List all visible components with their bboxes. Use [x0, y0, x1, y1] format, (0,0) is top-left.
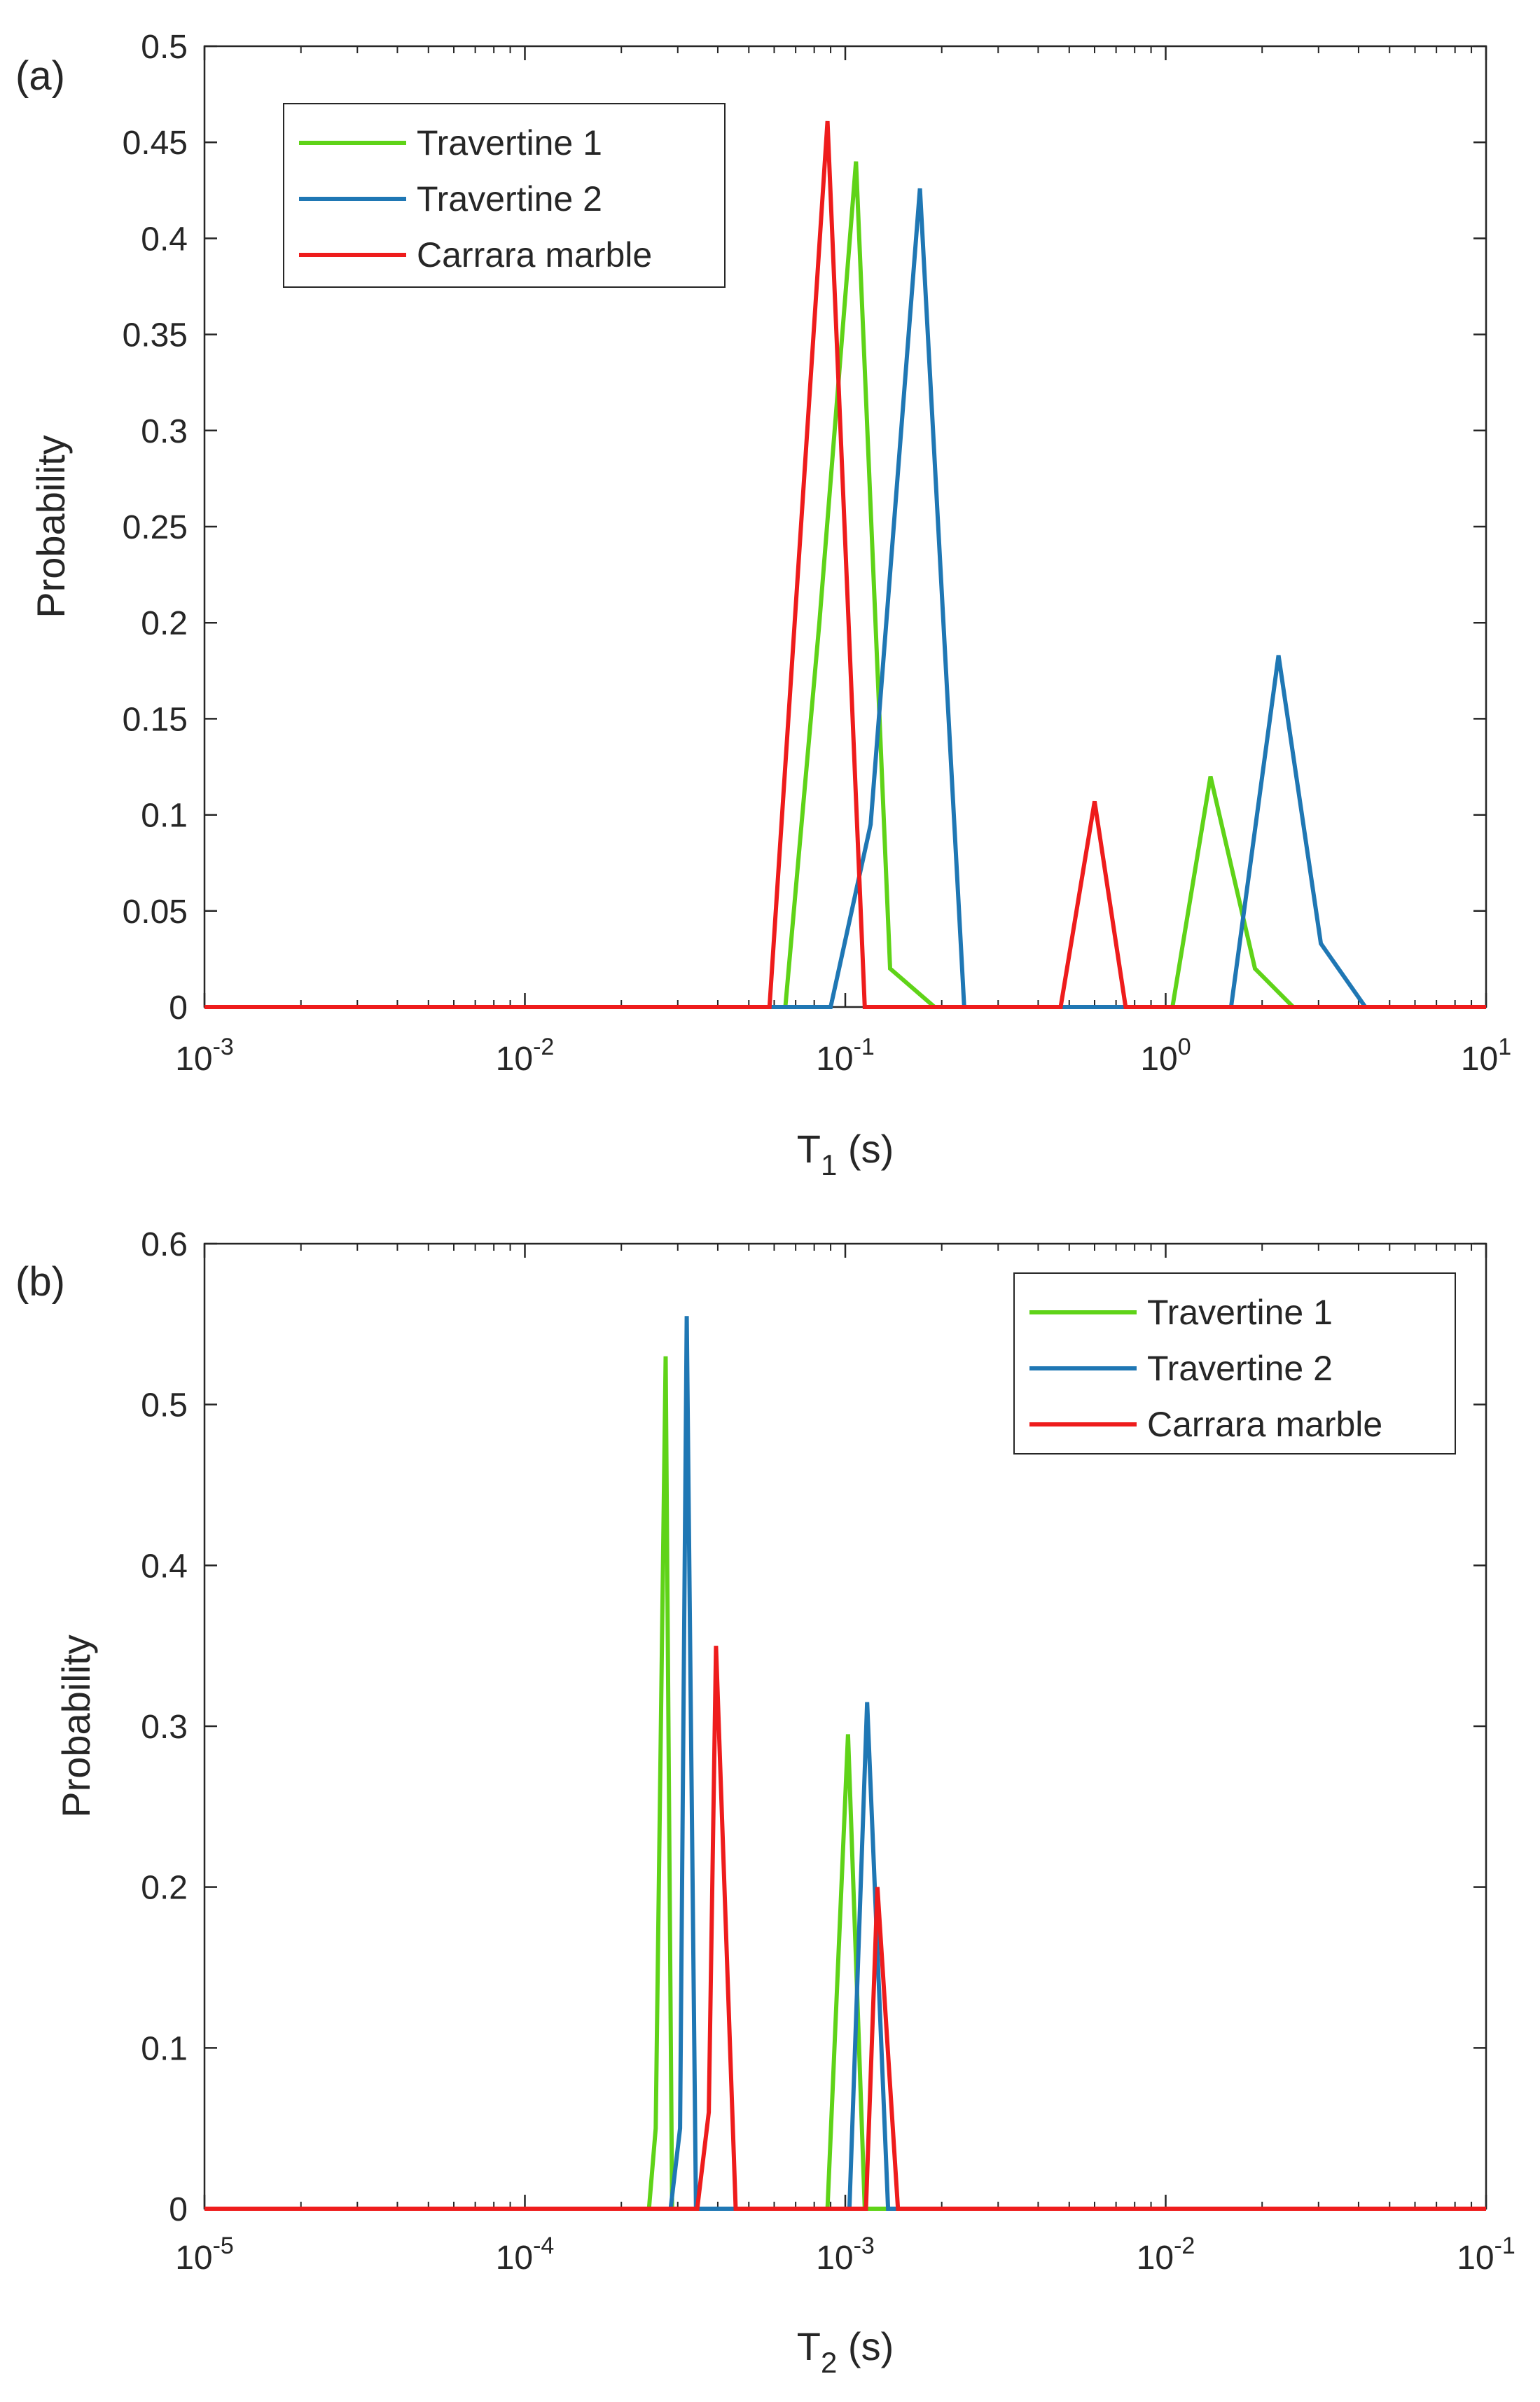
legend-label: Carrara marble — [1147, 1405, 1382, 1444]
y-tick-label: 0.45 — [123, 125, 188, 162]
legend-box — [1013, 1272, 1456, 1455]
y-tick-label: 0.05 — [123, 894, 188, 931]
x-tick-label: 101 — [1461, 1034, 1511, 1078]
y-tick-label: 0.25 — [123, 509, 188, 546]
legend-label: Travertine 2 — [1147, 1349, 1333, 1388]
x-tick-label: 10-3 — [175, 1034, 234, 1078]
y-tick-label: 0.5 — [141, 29, 188, 66]
y-tick-label: 0 — [169, 2191, 188, 2228]
chart-panel-a: 0 0.05 0.1 0.15 0.2 0.25 0.3 0.35 0.4 0.45 0.5 10-3… — [15, 29, 1511, 1181]
y-tick-label: 0.35 — [123, 317, 188, 354]
panel-label: (a) — [15, 53, 65, 99]
x-tick-label: 10-1 — [816, 1034, 875, 1078]
legend: Travertine 1 Travertine 2 Carrara marble — [283, 103, 726, 288]
x-tick-label: 10-2 — [496, 1034, 555, 1078]
legend-label: Travertine 1 — [417, 123, 602, 162]
x-tick-label: 10-2 — [1137, 2233, 1195, 2277]
x-tick-label: 10-3 — [816, 2233, 875, 2277]
x-axis-label: T1 (s) — [797, 1127, 894, 1181]
y-tick-label: 0.6 — [141, 1226, 188, 1263]
y-axis-label: Probability — [54, 1634, 98, 1817]
y-tick-label: 0 — [169, 990, 188, 1027]
series-line-travertine-2 — [204, 188, 1486, 1009]
y-tick-label: 0.4 — [141, 221, 188, 258]
x-tick-label: 100 — [1140, 1034, 1191, 1078]
x-tick-label: 10-4 — [496, 2233, 555, 2277]
x-tick-label: 10-1 — [1457, 2233, 1515, 2277]
x-tick-label: 10-5 — [175, 2233, 234, 2277]
y-tick-label: 0.2 — [141, 1870, 188, 1907]
y-tick-label: 0.3 — [141, 1709, 188, 1746]
y-tick-label: 0.3 — [141, 413, 188, 450]
series-line-carrara-marble — [204, 1646, 1486, 2211]
legend-label: Travertine 2 — [417, 179, 602, 218]
chart-panel-b: 0 0.1 0.2 0.3 0.4 0.5 0.6 10-5 10-4 10-3 10-2 10-1 T… — [15, 1226, 1515, 2379]
series-line-carrara-marble — [204, 120, 1486, 1009]
y-tick-label: 0.1 — [141, 2030, 188, 2067]
panel-label: (b) — [15, 1259, 65, 1305]
y-tick-label: 0.4 — [141, 1548, 188, 1585]
legend-label: Carrara marble — [417, 235, 652, 275]
x-axis-label: T2 (s) — [797, 2324, 894, 2379]
legend-label: Travertine 1 — [1147, 1293, 1333, 1332]
y-axis-label: Probability — [29, 435, 73, 618]
y-tick-label: 0.15 — [123, 701, 188, 738]
y-tick-label: 0.1 — [141, 798, 188, 835]
y-tick-label: 0.5 — [141, 1387, 188, 1424]
y-tick-label: 0.2 — [141, 605, 188, 642]
legend: Travertine 1 Travertine 2 Carrara marble — [1013, 1272, 1456, 1455]
